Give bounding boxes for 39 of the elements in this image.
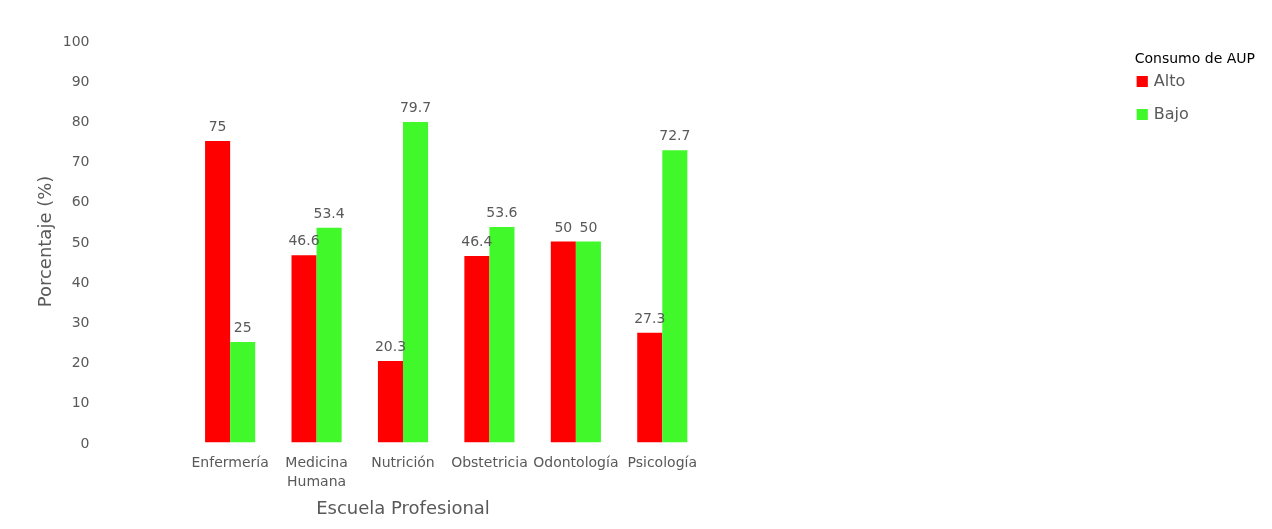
y-tick-label: 20 (71, 354, 90, 371)
bar (377, 360, 403, 443)
bar (575, 241, 601, 443)
y-tick-label: 90 (71, 72, 90, 89)
data-label: 50 (579, 218, 598, 235)
bar (291, 255, 317, 443)
x-tick-label: Medicina Humana (285, 453, 348, 489)
y-tick-label: 70 (71, 153, 90, 170)
y-tick-label: 60 (71, 193, 90, 210)
x-axis-title: Escuela Profesional (316, 496, 490, 518)
data-label: 79.7 (399, 99, 432, 116)
legend-label: Alto (1153, 71, 1186, 90)
bar (550, 241, 576, 443)
y-tick-label: 30 (71, 313, 90, 330)
data-label: 53.6 (486, 204, 518, 221)
y-axis-title: Porcentaje (%) (33, 175, 55, 308)
y-tick-label: 100 (62, 32, 90, 49)
x-tick-label: Psicología (627, 453, 698, 470)
bar (464, 255, 490, 443)
data-label: 72.7 (659, 127, 691, 144)
x-tick-label: Nutrición (371, 453, 435, 470)
bar (205, 141, 231, 443)
data-label: 75 (208, 118, 227, 134)
legend-title: Consumo de AUP (1134, 50, 1255, 66)
y-tick-label: 10 (71, 394, 90, 411)
bar (230, 342, 256, 443)
data-label: 25 (233, 319, 252, 335)
bar (403, 122, 429, 443)
bar (637, 332, 663, 443)
legend-label: Bajo (1153, 104, 1189, 123)
y-tick-label: 40 (71, 273, 90, 290)
x-tick-label: Obstetricia (451, 453, 528, 470)
data-label: 50 (554, 218, 573, 235)
y-tick-label: 80 (71, 112, 90, 129)
y-tick-label: 50 (71, 233, 90, 250)
data-label: 53.4 (313, 204, 345, 221)
y-tick-label: 0 (80, 434, 90, 451)
x-tick-label: Odontología (533, 453, 619, 470)
x-tick-label: Enfermería (191, 453, 269, 470)
